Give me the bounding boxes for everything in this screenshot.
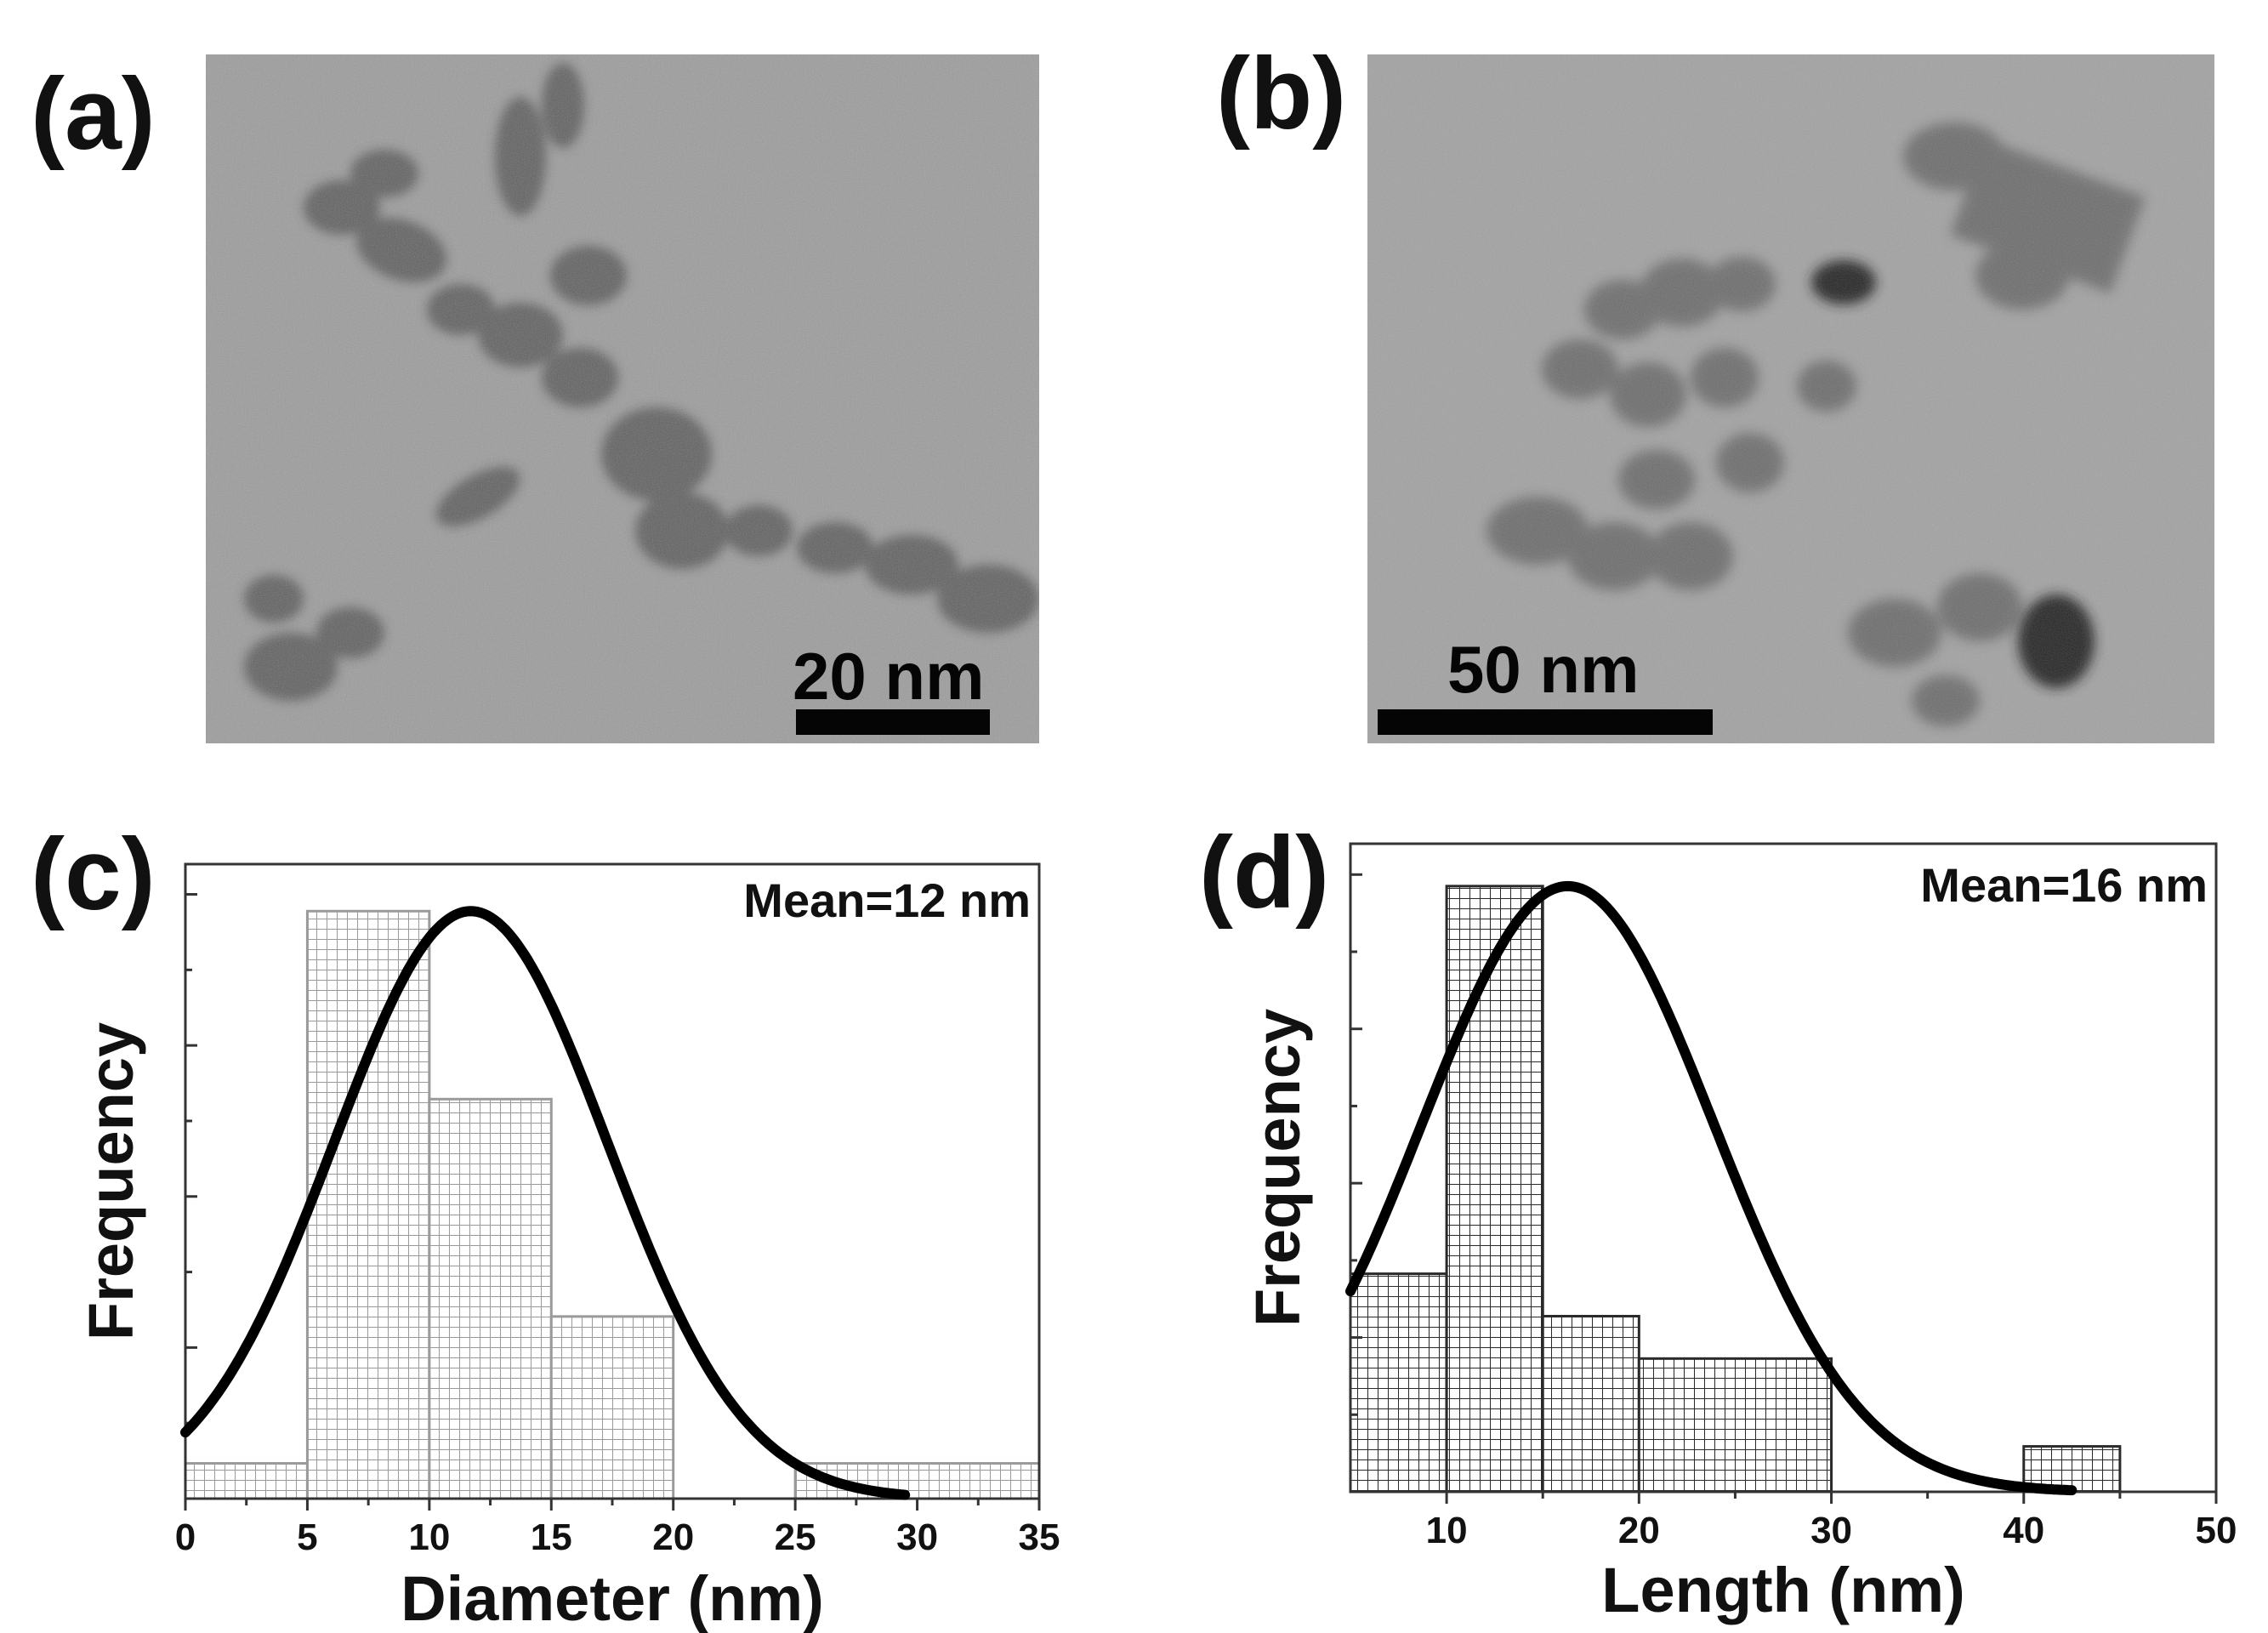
tem-image-b: 50 nm	[1367, 54, 2214, 743]
histogram-bar-d-0	[1349, 1272, 1448, 1494]
mean-annotation-d: Mean=16 nm	[1920, 858, 2208, 912]
x-tick-label-d-3: 40	[2003, 1510, 2044, 1551]
histogram-bar-d-3	[1637, 1357, 1833, 1494]
x-tick-label-c-4: 20	[652, 1516, 694, 1558]
x-tick-label-d-4: 50	[2196, 1510, 2237, 1551]
x-axis-label-d: Length (nm)	[1601, 1555, 1964, 1625]
histogram-bar-c-2	[428, 1097, 553, 1500]
histogram-d: 10 20 30 40 50 Mean=16 nm Length (nm) Frequency	[1242, 842, 2237, 1625]
scale-bar-b	[1378, 709, 1713, 735]
scale-bar-a	[796, 709, 990, 735]
plot-frame-d	[1349, 842, 2218, 1494]
x-tick-label-c-1: 5	[297, 1516, 317, 1558]
x-tick-label-c-3: 15	[531, 1516, 572, 1558]
y-axis-label-d: Frequency	[1242, 1009, 1313, 1327]
histogram-bar-c-1	[305, 909, 431, 1500]
fit-curve-d	[1345, 880, 2078, 1496]
tem-image-a-graphic	[206, 54, 1039, 743]
x-tick-label-c-0: 0	[175, 1516, 196, 1558]
tem-image-a: 20 nm	[206, 54, 1039, 743]
histogram-bar-c-0	[184, 1462, 309, 1500]
scale-text-a: 20 nm	[793, 639, 985, 714]
histogram-bar-d-1	[1445, 885, 1544, 1494]
panel-label-c: (c)	[31, 817, 156, 931]
x-tick-label-d-2: 30	[1810, 1510, 1852, 1551]
histogram-bar-c-3	[549, 1315, 675, 1500]
x-tick-label-c-7: 35	[1019, 1516, 1060, 1558]
tem-image-b-graphic	[1367, 54, 2214, 743]
fit-curve-c	[180, 906, 911, 1500]
scale-text-b: 50 nm	[1447, 632, 1640, 707]
x-tick-label-c-6: 30	[896, 1516, 938, 1558]
histogram-c: 0 5 10 15 20 25 30 35 Mean=12 nm Diameter (nm) Fre…	[76, 862, 1060, 1633]
panel-label-a: (a)	[31, 57, 156, 171]
panel-label-d: (d)	[1199, 816, 1330, 930]
x-axis-label-c: Diameter (nm)	[401, 1563, 824, 1633]
x-tick-label-c-5: 25	[775, 1516, 816, 1558]
x-tick-label-d-1: 20	[1618, 1510, 1660, 1551]
mean-annotation-c: Mean=12 nm	[743, 873, 1031, 927]
y-axis-label-c: Frequency	[76, 1022, 146, 1340]
panel-label-b: (b)	[1216, 37, 1347, 151]
x-tick-label-c-2: 10	[408, 1516, 450, 1558]
histogram-bar-d-2	[1541, 1314, 1640, 1494]
x-tick-label-d-0: 10	[1426, 1510, 1468, 1551]
